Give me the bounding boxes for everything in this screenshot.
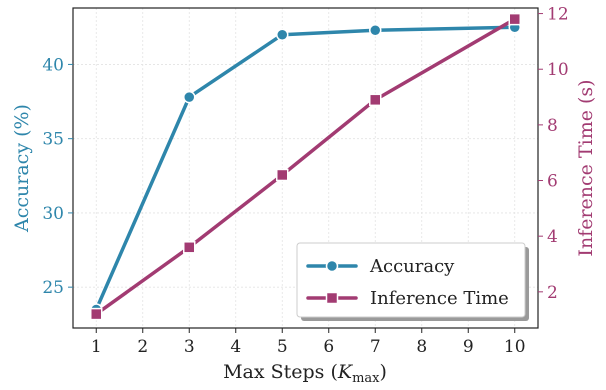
y-left-tick-label: 35	[42, 130, 64, 150]
inference-time-point	[508, 12, 521, 26]
plot-frame	[72, 7, 539, 329]
inference-time-point	[183, 241, 196, 254]
series-layer	[90, 12, 521, 321]
grid-lines	[73, 8, 538, 328]
y-right-tick-label: 8	[547, 116, 558, 136]
x-tick-label: 7	[370, 337, 381, 357]
x-tick-label: 4	[230, 337, 241, 357]
y-left-tick-label: 40	[42, 55, 64, 75]
y-right-tick-label: 4	[547, 227, 558, 247]
legend-accuracy-marker	[325, 259, 339, 273]
x-tick-label: 6	[323, 337, 334, 357]
legend-inference-time-marker	[325, 291, 339, 305]
x-tick-label: 10	[504, 337, 526, 357]
x-tick-label: 9	[463, 337, 474, 357]
inference-time-point	[90, 307, 103, 321]
x-axis-label: Max Steps (Kmax)	[223, 361, 387, 386]
x-tick-label: 2	[137, 337, 148, 357]
x-tick-label: 3	[184, 337, 195, 357]
inference-time-point	[369, 93, 382, 107]
legend-accuracy-label: Accuracy	[369, 256, 455, 277]
y-right-tick-label: 10	[547, 60, 569, 80]
x-tick-label: 8	[416, 337, 427, 357]
accuracy-point	[276, 28, 289, 41]
y-left-tick-label: 30	[42, 204, 64, 224]
x-tick-label: 1	[91, 337, 102, 357]
inference-time-point	[276, 168, 289, 182]
y-right-axis-label: Inference Time (s)	[575, 79, 597, 256]
accuracy-point	[183, 90, 196, 104]
y-right-tick-label: 2	[547, 283, 558, 303]
y-right-tick-label: 6	[547, 172, 558, 192]
y-right-tick-label: 12	[547, 5, 569, 25]
legend: Accuracy Inference Time	[296, 242, 529, 321]
y-left-axis-label: Accuracy (%)	[11, 104, 33, 233]
y-left-tick-label: 25	[42, 278, 64, 298]
legend-inference-time-label: Inference Time	[370, 288, 509, 309]
x-tick-label: 5	[277, 337, 288, 357]
accuracy-point	[369, 24, 382, 37]
